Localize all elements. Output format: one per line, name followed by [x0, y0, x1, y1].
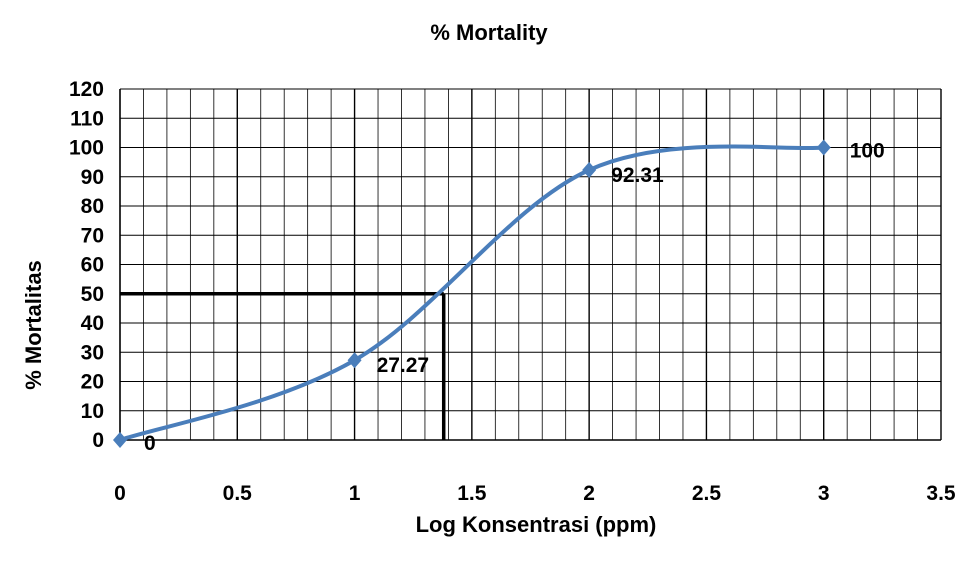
data-point-marker	[347, 352, 362, 369]
data-label: 27.27	[377, 354, 430, 377]
y-tick-label: 20	[81, 371, 104, 394]
y-tick-label: 120	[69, 78, 104, 101]
series-layer	[113, 139, 831, 448]
y-tick-label: 10	[81, 400, 104, 423]
data-label: 100	[850, 140, 885, 163]
series-line	[119, 144, 824, 442]
x-tick-label: 0.5	[223, 482, 253, 505]
reference-lines	[120, 292, 446, 440]
x-axis-title: Log Konsentrasi (ppm)	[416, 512, 657, 537]
chart-title: % Mortality	[430, 20, 548, 45]
y-tick-label: 0	[92, 429, 104, 452]
y-tick-labels: 0 10 20 30 40 50 60 70 80 90 100 110 120	[69, 78, 104, 452]
x-tick-labels: 0 0.5 1 1.5 2 2.5 3 3.5	[114, 482, 956, 505]
x-tick-label: 3.5	[926, 482, 956, 505]
y-axis-title: % Mortalitas	[21, 260, 46, 390]
y-tick-label: 60	[81, 254, 104, 277]
y-tick-label: 110	[70, 107, 104, 130]
data-label: 0	[144, 432, 156, 455]
y-tick-label: 90	[81, 166, 104, 189]
grid	[119, 88, 942, 441]
x-tick-label: 2.5	[692, 482, 722, 505]
x-tick-label: 1.5	[457, 482, 487, 505]
x-tick-label: 3	[818, 482, 830, 505]
data-point-marker	[113, 432, 127, 448]
data-label: 92.31	[611, 164, 664, 187]
x-tick-label: 2	[583, 482, 595, 505]
y-tick-label: 100	[69, 137, 104, 160]
data-point-marker	[582, 161, 597, 178]
y-tick-label: 80	[81, 195, 104, 218]
y-tick-label: 70	[81, 224, 104, 247]
x-tick-label: 1	[349, 482, 361, 505]
data-point-marker	[816, 139, 831, 156]
y-tick-label: 30	[81, 341, 104, 364]
x-tick-label: 0	[114, 482, 126, 505]
data-labels: 0 27.27 92.31 100	[144, 140, 885, 456]
y-tick-label: 40	[81, 312, 104, 335]
y-tick-label: 50	[81, 283, 104, 306]
